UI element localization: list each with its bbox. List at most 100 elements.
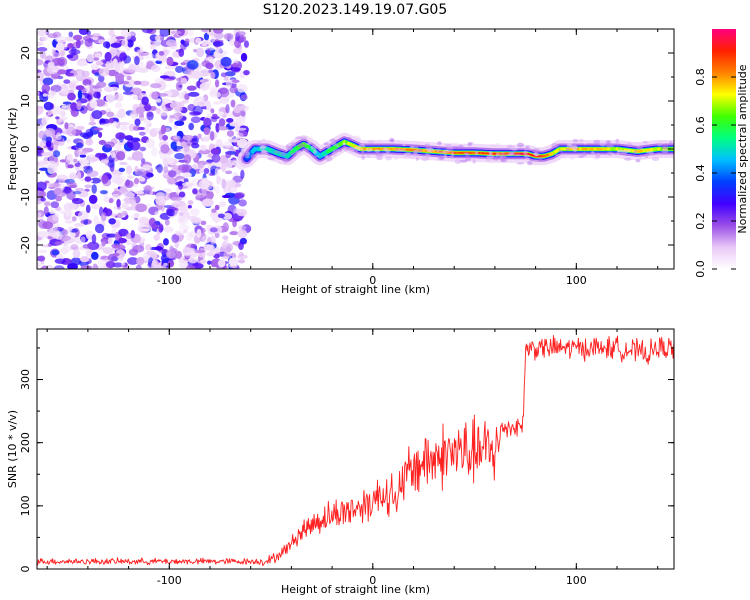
noise-blob bbox=[131, 150, 144, 161]
noise-blob bbox=[166, 56, 174, 66]
ridge-speckle bbox=[361, 155, 366, 160]
ridge-speckle bbox=[402, 142, 406, 147]
noise-blob bbox=[121, 210, 128, 217]
noise-blob bbox=[85, 84, 91, 93]
noise-blob bbox=[156, 93, 169, 97]
noise-blob bbox=[117, 228, 129, 237]
noise-blob bbox=[222, 235, 229, 240]
noise-blob bbox=[91, 110, 103, 120]
noise-blob bbox=[37, 212, 42, 217]
noise-blob bbox=[115, 132, 126, 140]
colorbar: 0.0 0.2 0.4 0.6 0.8 Normalized spectral ampl… bbox=[694, 29, 749, 278]
noise-blob bbox=[135, 106, 146, 114]
noise-blob bbox=[222, 212, 233, 220]
noise-blob bbox=[180, 62, 187, 66]
noise-blob bbox=[198, 179, 210, 190]
ridge-speckle bbox=[424, 153, 431, 159]
noise-blob bbox=[167, 76, 177, 80]
ridge-speckle bbox=[474, 151, 479, 156]
noise-blob bbox=[118, 121, 130, 126]
snr-x-tick-label: 0 bbox=[369, 574, 376, 587]
noise-blob bbox=[143, 104, 152, 112]
spectrogram-y-tick-label: 10 bbox=[19, 94, 32, 108]
noise-blob bbox=[37, 145, 43, 155]
noise-blob bbox=[153, 234, 160, 241]
ridge-speckle bbox=[631, 141, 638, 146]
noise-blob bbox=[183, 144, 190, 153]
ridge-speckle bbox=[486, 154, 495, 159]
ridge-segment bbox=[330, 146, 337, 151]
noise-blob bbox=[106, 111, 115, 118]
noise-blob bbox=[37, 262, 42, 268]
noise-blob bbox=[172, 112, 184, 121]
noise-blob bbox=[127, 30, 136, 37]
noise-blob bbox=[52, 150, 61, 158]
noise-blob bbox=[233, 47, 243, 55]
noise-blob bbox=[221, 194, 231, 199]
noise-blob bbox=[229, 231, 239, 236]
noise-blob bbox=[206, 190, 214, 201]
spectrogram-x-axis-label: Height of straight line (km) bbox=[281, 283, 430, 296]
noise-blob bbox=[132, 95, 139, 100]
noise-blob bbox=[189, 230, 196, 238]
noise-blob bbox=[93, 57, 100, 61]
noise-blob bbox=[178, 203, 189, 213]
snr-y-tick-label: 300 bbox=[19, 369, 32, 390]
noise-blob bbox=[70, 102, 78, 111]
noise-blob bbox=[165, 127, 171, 132]
noise-blob bbox=[166, 250, 176, 259]
noise-blob bbox=[136, 256, 145, 266]
ridge-speckle bbox=[297, 143, 306, 148]
noise-blob bbox=[54, 258, 66, 264]
ridge-speckle bbox=[303, 147, 310, 152]
ridge-speckle bbox=[533, 159, 539, 163]
ridge-speckle bbox=[353, 135, 361, 140]
noise-blob bbox=[100, 118, 111, 124]
snr-y-tick-label: 200 bbox=[19, 432, 32, 453]
colorbar-gradient bbox=[712, 29, 736, 269]
noise-blob bbox=[110, 213, 117, 217]
noise-blob bbox=[72, 249, 81, 259]
noise-blob bbox=[50, 90, 57, 96]
ridge-segment bbox=[304, 143, 310, 149]
noise-blob bbox=[231, 79, 240, 83]
noise-blob bbox=[136, 49, 144, 56]
noise-blob bbox=[214, 204, 220, 211]
ridge-speckle bbox=[259, 145, 266, 151]
noise-blob bbox=[40, 197, 46, 202]
noise-blob bbox=[134, 234, 141, 243]
ridge-speckle bbox=[578, 155, 584, 158]
noise-blob bbox=[77, 89, 83, 100]
noise-blob bbox=[47, 33, 58, 39]
noise-blob bbox=[225, 180, 235, 190]
noise-blob bbox=[210, 71, 216, 79]
noise-blob bbox=[154, 246, 163, 251]
noise-blob bbox=[134, 118, 141, 127]
ridge-speckle bbox=[488, 150, 492, 154]
noise-blob bbox=[79, 154, 87, 158]
ridge-speckle bbox=[312, 155, 320, 158]
noise-blob bbox=[110, 151, 116, 159]
noise-blob bbox=[69, 184, 78, 189]
noise-blob bbox=[130, 137, 141, 143]
ridge-speckle bbox=[626, 142, 633, 148]
noise-blob bbox=[52, 52, 60, 58]
noise-blob bbox=[163, 188, 172, 193]
ridge-speckle bbox=[537, 156, 543, 161]
noise-blob bbox=[236, 208, 248, 217]
noise-blob bbox=[221, 179, 227, 189]
noise-blob bbox=[154, 35, 161, 41]
noise-blob bbox=[143, 185, 152, 195]
noise-blob bbox=[233, 193, 245, 200]
noise-blob bbox=[67, 262, 79, 269]
noise-blob bbox=[97, 74, 105, 83]
noise-blob bbox=[91, 251, 99, 260]
ridge-speckle bbox=[527, 160, 533, 166]
noise-blob bbox=[56, 174, 69, 181]
ridge-speckle bbox=[562, 154, 569, 159]
noise-blob bbox=[218, 201, 227, 208]
noise-blob bbox=[237, 127, 247, 131]
noise-blob bbox=[190, 208, 200, 217]
noise-blob bbox=[155, 98, 162, 103]
noise-blob bbox=[61, 84, 70, 95]
